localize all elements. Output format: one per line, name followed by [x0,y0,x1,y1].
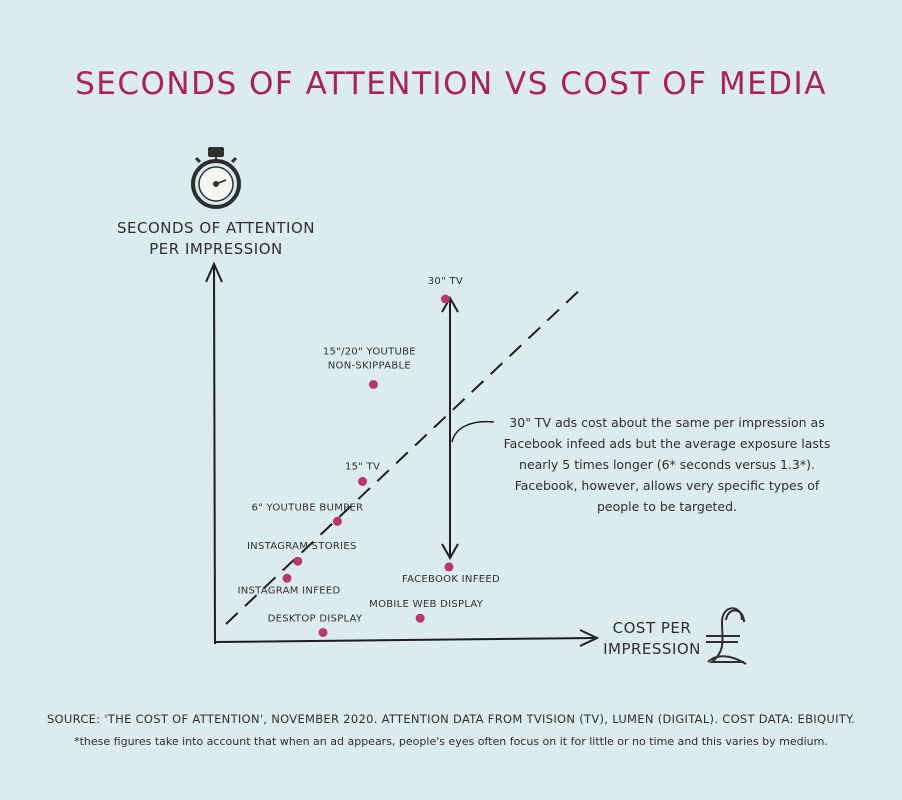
y-axis-label-line-1: SECONDS OF ATTENTION [116,219,315,237]
x-axis-line [213,637,595,643]
pound-sign-icon [706,607,747,665]
data-point-label: MOBILE WEB DISPLAY [369,599,484,610]
y-axis-label-line-2: PER IMPRESSION [149,240,283,258]
data-point [368,380,378,389]
footnote: *these figures take into account that wh… [74,735,828,748]
data-point [440,294,450,304]
stopwatch-icon [191,147,241,209]
x-axis-label-line-1: COST PER [612,619,692,637]
data-point [332,516,342,526]
data-point [444,562,454,572]
chart-title: SECONDS OF ATTENTION VS COST OF MEDIA [75,66,827,102]
data-point-label: INSTAGRAM STORIES [247,541,357,552]
axes [205,261,600,647]
data-point-label: 15" TV [345,461,380,472]
comparison-arrow [441,295,459,561]
comparison-annotation: 30" TV ads cost about the same per impre… [503,415,831,514]
data-point [293,556,303,566]
data-point [318,627,328,637]
data-point-label: 6" YOUTUBE BUMPER [251,502,363,513]
annotation-connector [451,420,495,443]
points-layer: 30" TV 15"/20" YOUTUBE NON-SKIPPABLE 15" TV… [237,276,500,637]
data-point-label: 30" TV [428,276,463,287]
y-axis-arrowhead [205,261,223,283]
reference-line [225,285,585,625]
data-point [415,613,425,623]
data-point-label: INSTAGRAM INFEED [237,585,340,596]
y-axis-line [213,265,216,645]
data-point-label: FACEBOOK INFEED [402,574,500,585]
data-point [282,573,292,583]
x-axis-label: COST PER IMPRESSION [600,618,704,660]
y-axis-label: SECONDS OF ATTENTION PER IMPRESSION [108,218,324,260]
x-axis-label-line-2: IMPRESSION [603,640,701,658]
data-point [358,476,368,486]
x-axis-arrowhead [579,629,600,647]
source-note: SOURCE: 'THE COST OF ATTENTION', NOVEMBE… [46,712,856,726]
data-point-label: 15"/20" YOUTUBE NON-SKIPPABLE [323,347,416,372]
data-point-label: DESKTOP DISPLAY [268,613,363,624]
